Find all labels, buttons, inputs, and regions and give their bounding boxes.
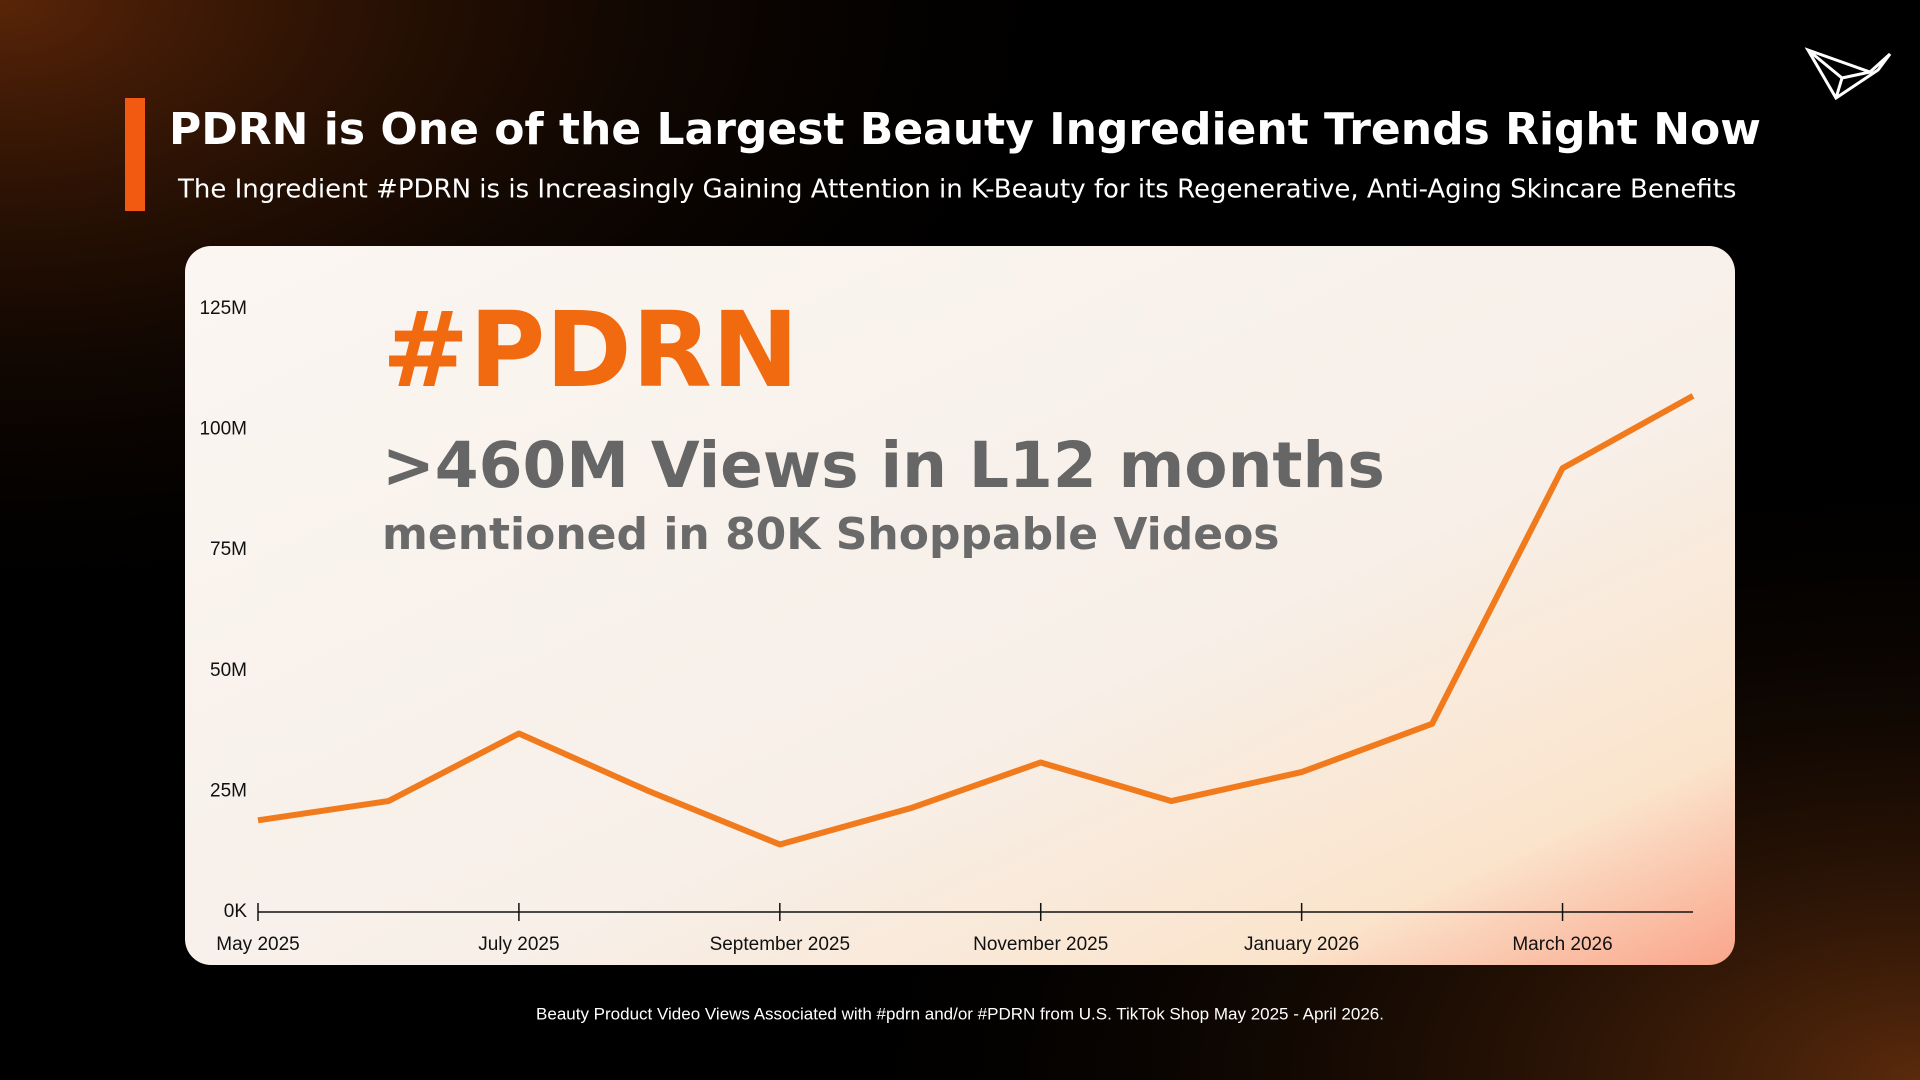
y-tick-label: 0K [224,901,248,922]
accent-bar [125,98,145,211]
chart-card [185,246,1735,965]
logo [1804,47,1892,101]
y-tick-label: 75M [210,539,247,560]
x-tick-label: November 2025 [973,934,1108,955]
callout-hashtag: #PDRN [382,289,799,411]
x-tick-label: March 2026 [1512,934,1612,955]
title: PDRN is One of the Largest Beauty Ingred… [169,104,1761,155]
footnote: Beauty Product Video Views Associated wi… [536,1004,1384,1023]
y-tick-label: 125M [199,298,247,319]
x-tick-label: September 2025 [710,934,851,955]
y-tick-label: 50M [210,660,247,681]
x-tick-label: May 2025 [216,934,299,955]
callout-videos: mentioned in 80K Shoppable Videos [382,509,1280,560]
x-tick-label: July 2025 [478,934,559,955]
data-line [257,393,1695,848]
callout-views: >460M Views in L12 months [382,429,1385,502]
y-tick-label: 100M [199,419,247,440]
subtitle: The Ingredient #PDRN is is Increasingly … [177,175,1736,205]
y-tick-label: 25M [210,780,247,801]
x-tick-label: January 2026 [1244,934,1359,955]
